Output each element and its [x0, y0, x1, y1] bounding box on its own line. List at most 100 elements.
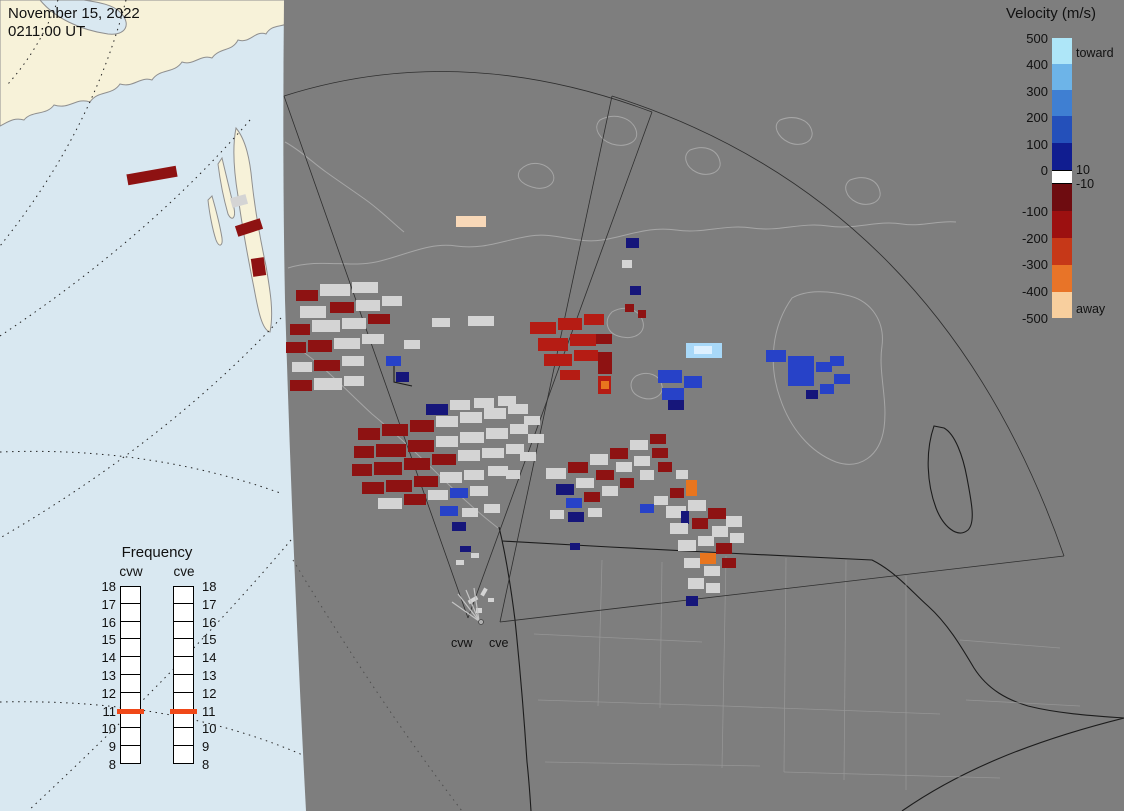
- frequency-tick-label: 12: [101, 685, 116, 701]
- velocity-cell: [450, 488, 468, 498]
- frequency-scale-cell: [173, 621, 194, 640]
- velocity-cell: [576, 478, 594, 488]
- velocity-cell: [610, 448, 628, 459]
- velocity-cell: [602, 486, 618, 496]
- velocity-cell: [450, 400, 470, 410]
- velocity-cell: [460, 546, 471, 552]
- velocity-cell: [616, 462, 632, 472]
- state-border: [721, 555, 727, 769]
- frequency-tick-label: 18: [202, 579, 217, 594]
- velocity-cell: [560, 370, 580, 380]
- velocity-cell: [652, 448, 668, 458]
- velocity-cell: [684, 558, 700, 568]
- velocity-cell: [596, 334, 612, 344]
- frequency-scale-cell: [120, 603, 141, 622]
- frequency-scale-cell: [120, 621, 141, 640]
- velocity-cell: [584, 492, 600, 502]
- frequency-scale-cell: [120, 728, 141, 747]
- state-border: [537, 699, 725, 707]
- velocity-cell: [584, 314, 604, 325]
- frequency-tick-label: 16: [202, 614, 217, 630]
- radar-site-marker: [478, 619, 484, 625]
- colorbar-tick-label: 400: [1026, 57, 1048, 72]
- velocity-cell: [684, 376, 702, 388]
- graticule-line-dark: [292, 559, 463, 811]
- velocity-cell: [458, 450, 480, 461]
- velocity-cell: [314, 378, 342, 390]
- cve-fan-right-edge: [499, 555, 1065, 623]
- colorbar-segment: [1052, 265, 1072, 292]
- velocity-cell: [662, 388, 684, 400]
- james-bay-outline: [927, 425, 973, 534]
- map-label-cve: cve: [489, 636, 509, 650]
- land-layer: [0, 0, 303, 333]
- velocity-cell: [498, 396, 516, 406]
- velocity-cell: [386, 356, 401, 366]
- velocity-cell: [712, 526, 728, 537]
- velocity-cell: [476, 608, 482, 613]
- velocity-cell: [688, 500, 706, 511]
- velocity-cell: [290, 380, 312, 391]
- timestamp: November 15, 2022 0211:00 UT: [8, 5, 140, 41]
- hudson-bay-outline: [772, 291, 886, 465]
- timestamp-date: November 15, 2022: [8, 5, 140, 22]
- radar-site-layer: [451, 587, 484, 625]
- frequency-tick-label: 13: [101, 668, 116, 683]
- colorbar-gradient: [1052, 38, 1072, 318]
- velocity-cell: [378, 498, 402, 509]
- velocity-cell: [229, 194, 249, 208]
- timestamp-time: 0211:00 UT: [8, 23, 86, 40]
- velocity-cell: [650, 434, 666, 444]
- frequency-tick-label: 10: [101, 721, 116, 737]
- velocity-cell: [668, 400, 684, 410]
- velocity-cell: [570, 543, 580, 550]
- cvw-fan-outer-arc: [283, 71, 653, 113]
- frequency-scale-cell: [173, 728, 194, 747]
- velocity-cell: [590, 454, 608, 465]
- alaska-landmass: [0, 0, 303, 127]
- colorbar-tick-label: 100: [1026, 137, 1048, 152]
- velocity-cell: [520, 452, 536, 461]
- frequency-tick-label: 8: [108, 757, 116, 772]
- velocity-colorbar: Velocity (m/s) 500 400 300 200 100 0 -100 -200 -…: [1000, 0, 1124, 345]
- frequency-tick-label: 17: [101, 596, 116, 612]
- velocity-cell: [708, 508, 726, 519]
- velocity-cell: [300, 306, 326, 318]
- colorbar-segment: [1052, 292, 1072, 318]
- state-border: [723, 705, 941, 715]
- velocity-cell: [428, 490, 448, 500]
- velocity-cell: [620, 478, 634, 488]
- cve-fan-outer-arc: [611, 95, 1065, 557]
- frequency-scale-cell: [120, 657, 141, 675]
- frequency-marker: [117, 708, 144, 714]
- velocity-cell: [436, 416, 458, 427]
- frequency-tick-label: 9: [108, 739, 116, 755]
- colorbar-tick-label: 200: [1026, 110, 1048, 125]
- colorbar-segment: [1052, 238, 1072, 265]
- arctic-island: [596, 115, 638, 146]
- colorbar-segment: [1052, 116, 1072, 143]
- frequency-tick-label: 13: [202, 668, 217, 683]
- near-range-echo-line: [451, 601, 480, 622]
- nightside-region: [283, 0, 1124, 811]
- near-range-echo-line: [473, 587, 480, 622]
- velocity-cell: [486, 428, 508, 439]
- frequency-scale-cell: [173, 746, 194, 764]
- fan-boundary-layer: [283, 71, 1065, 623]
- colorbar-segment: [1052, 64, 1072, 90]
- velocity-cell: [471, 553, 479, 558]
- near-range-echo-line: [465, 589, 480, 622]
- arctic-island: [775, 117, 813, 145]
- velocity-cell: [314, 360, 340, 371]
- graticule-layer: [0, 0, 306, 811]
- velocity-cell: [506, 470, 520, 479]
- velocity-cell: [480, 587, 488, 597]
- frequency-tick-label: 14: [101, 650, 116, 666]
- alaska-south-coast: [284, 141, 405, 233]
- velocity-cell: [716, 543, 732, 554]
- frequency-tick-label: 8: [202, 757, 210, 772]
- velocity-cell: [676, 470, 688, 479]
- colorbar-tick-label: -100: [1021, 204, 1048, 219]
- velocity-cell: [598, 352, 612, 374]
